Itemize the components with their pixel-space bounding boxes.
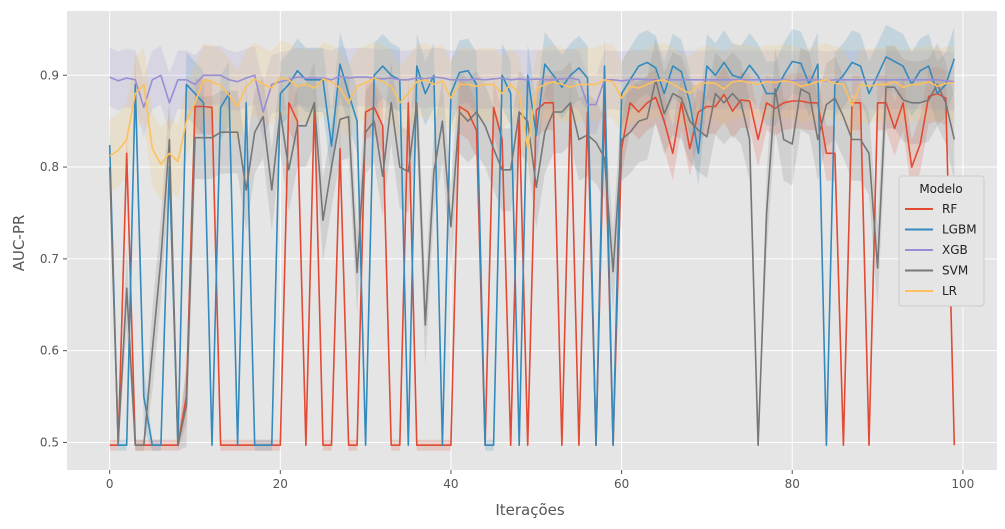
series-line-xgb: [109, 74, 955, 113]
series-line-lgbm: [108, 56, 956, 447]
legend-label-rf: RF: [942, 202, 957, 216]
x-tick-label: 60: [614, 477, 629, 491]
legend-label-svm: SVM: [942, 264, 968, 278]
series-line-lr: [109, 76, 955, 166]
x-tick-label: 20: [273, 477, 288, 491]
y-tick-label: 0.5: [40, 435, 59, 449]
x-tick-label: 0: [106, 477, 114, 491]
x-tick-label: 100: [951, 477, 974, 491]
band-svm: [109, 38, 955, 451]
y-tick-label: 0.6: [40, 344, 59, 358]
series-line-rf: [109, 92, 956, 447]
x-tick-label: 80: [785, 477, 800, 491]
legend-label-lr: LR: [942, 284, 957, 298]
y-tick-label: 0.8: [40, 160, 59, 174]
x-axis-ticks: 0 20 40 60 80 100: [106, 470, 974, 491]
legend-label-xgb: XGB: [942, 243, 968, 257]
y-tick-label: 0.7: [40, 252, 59, 266]
y-axis-label: AUC-PR: [10, 215, 28, 272]
legend-label-lgbm: LGBM: [942, 223, 977, 237]
y-tick-label: 0.9: [40, 68, 59, 82]
y-axis-ticks: 0.5 0.6 0.7 0.8 0.9: [40, 68, 67, 449]
x-tick-label: 40: [443, 477, 458, 491]
series-lines: [108, 56, 956, 447]
band-xgb: [109, 45, 955, 142]
gridlines: [67, 11, 997, 470]
series-line-svm: [108, 79, 956, 447]
legend: Modelo RF LGBM XGB SVM LR: [898, 175, 985, 307]
legend-title: Modelo: [919, 182, 962, 196]
legend-items: RF LGBM XGB SVM LR: [905, 202, 977, 298]
x-axis-label: Iterações: [495, 501, 565, 519]
